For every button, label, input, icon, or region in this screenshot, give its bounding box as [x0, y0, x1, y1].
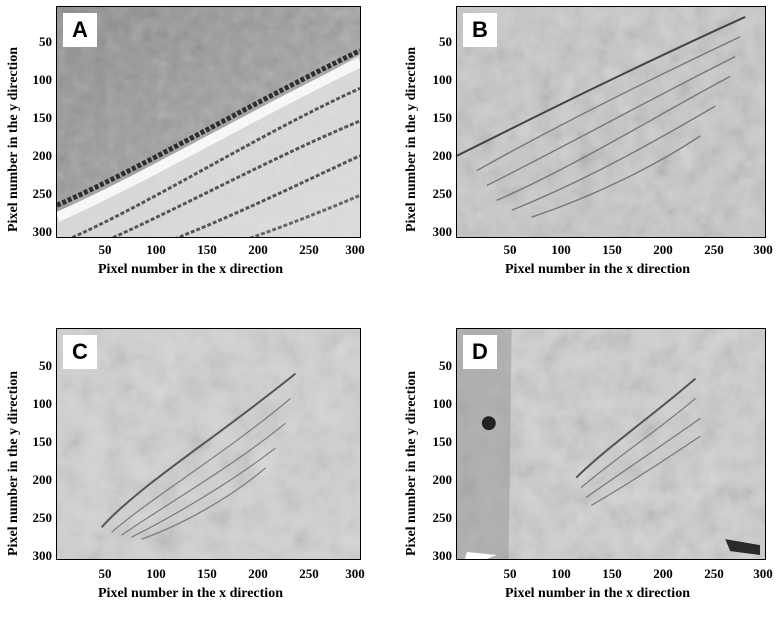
x-axis-label: Pixel number in the x direction: [98, 262, 283, 277]
y-tick-label: 300: [432, 224, 453, 239]
x-axis-label: Pixel number in the x direction: [505, 586, 690, 601]
panel-label: C: [63, 335, 97, 369]
x-tick-label: 250: [299, 566, 319, 581]
y-tick-label: 300: [32, 548, 53, 563]
image-a: [57, 7, 360, 237]
y-tick-label: 50: [39, 34, 52, 49]
x-tick-label: 150: [197, 566, 217, 581]
y-tick-label: 250: [432, 510, 453, 525]
panel-label: A: [63, 13, 97, 47]
panel-d: Pixel number in the y direction D 50 100…: [391, 322, 782, 626]
y-tick-label: 150: [432, 434, 453, 449]
x-tick-label: 100: [146, 566, 166, 581]
x-tick-label: 200: [248, 566, 268, 581]
x-tick-label: 200: [248, 242, 268, 257]
x-tick-label: 100: [551, 566, 571, 581]
y-tick-label: 100: [432, 72, 453, 87]
panel-a: Pixel number in the y direction A 50 100…: [0, 0, 391, 304]
y-tick-label: 150: [432, 110, 453, 125]
x-tick-label: 150: [602, 242, 622, 257]
x-tick-label: 300: [345, 566, 365, 581]
x-tick-label: 250: [299, 242, 319, 257]
x-tick-label: 200: [653, 242, 673, 257]
y-tick-label: 200: [32, 472, 53, 487]
x-tick-label: 150: [602, 566, 622, 581]
y-axis-label: Pixel number in the y direction: [6, 371, 21, 556]
image-frame: A: [56, 6, 361, 238]
x-tick-label: 150: [197, 242, 217, 257]
x-tick-label: 300: [753, 242, 773, 257]
y-axis-label: Pixel number in the y direction: [404, 47, 419, 232]
x-tick-label: 50: [98, 242, 112, 257]
x-tick-label: 300: [753, 566, 773, 581]
y-tick-label: 150: [32, 110, 53, 125]
panel-c: Pixel number in the y direction C 50 100…: [0, 322, 391, 626]
x-tick-label: 200: [653, 566, 673, 581]
y-tick-label: 200: [432, 472, 453, 487]
y-tick-label: 300: [32, 224, 53, 239]
image-d: [457, 329, 765, 559]
x-tick-label: 300: [345, 242, 365, 257]
image-c: [57, 329, 360, 559]
x-axis-label: Pixel number in the x direction: [505, 262, 690, 277]
x-tick-label: 250: [704, 242, 724, 257]
panel-label: B: [463, 13, 497, 47]
panel-label: D: [463, 335, 497, 369]
y-tick-label: 100: [32, 72, 53, 87]
y-axis-label: Pixel number in the y direction: [404, 371, 419, 556]
panel-b: Pixel number in the y direction B 50 100…: [391, 0, 782, 304]
x-axis-label: Pixel number in the x direction: [98, 586, 283, 601]
x-tick-label: 100: [551, 242, 571, 257]
x-tick-label: 100: [146, 242, 166, 257]
y-tick-label: 50: [439, 34, 452, 49]
y-tick-label: 50: [439, 358, 452, 373]
y-tick-label: 50: [39, 358, 52, 373]
x-tick-label: 50: [98, 566, 112, 581]
y-tick-label: 100: [32, 396, 53, 411]
y-tick-label: 250: [32, 510, 53, 525]
x-tick-label: 50: [503, 566, 517, 581]
y-tick-label: 150: [32, 434, 53, 449]
image-frame: B: [456, 6, 766, 238]
y-tick-label: 200: [432, 148, 453, 163]
image-frame: C: [56, 328, 361, 560]
y-tick-label: 300: [432, 548, 453, 563]
x-tick-label: 250: [704, 566, 724, 581]
y-axis-label: Pixel number in the y direction: [6, 47, 21, 232]
image-frame: D: [456, 328, 766, 560]
x-tick-label: 50: [503, 242, 517, 257]
image-b: [457, 7, 765, 237]
y-tick-label: 250: [32, 186, 53, 201]
y-tick-label: 250: [432, 186, 453, 201]
y-tick-label: 200: [32, 148, 53, 163]
y-tick-label: 100: [432, 396, 453, 411]
